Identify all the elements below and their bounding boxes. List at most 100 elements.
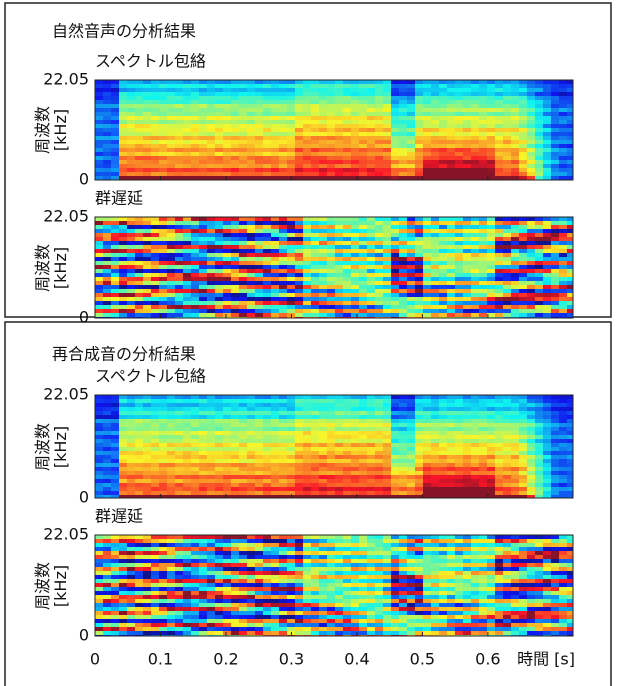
texture-cell [103, 96, 111, 100]
texture-cell [455, 136, 463, 140]
texture-cell [543, 152, 551, 156]
texture-cell [503, 84, 511, 88]
texture-cell [175, 547, 183, 551]
texture-cell [239, 475, 247, 479]
texture-cell [167, 551, 175, 555]
texture-cell [423, 140, 431, 144]
texture-cell [503, 104, 511, 108]
texture-cell [439, 152, 447, 156]
texture-cell [359, 403, 367, 407]
texture-cell [567, 257, 573, 261]
texture-cell [471, 168, 479, 172]
texture-cell [407, 455, 415, 459]
texture-cell [239, 487, 247, 491]
texture-cell [367, 124, 375, 128]
texture-cell [527, 459, 535, 463]
texture-cell [375, 459, 383, 463]
texture-cell [183, 96, 191, 100]
texture-cell [135, 483, 143, 487]
texture-cell [399, 156, 407, 160]
texture-cell [191, 301, 199, 305]
texture-cell [279, 176, 287, 180]
texture-cell [239, 483, 247, 487]
texture-cell [479, 463, 487, 467]
texture-cell [335, 423, 343, 427]
texture-cell [167, 297, 175, 301]
texture-cell [327, 217, 335, 221]
texture-cell [231, 487, 239, 491]
texture-cell [191, 555, 199, 559]
texture-cell [167, 100, 175, 104]
texture-cell [559, 395, 567, 399]
texture-cell [231, 96, 239, 100]
texture-cell [159, 495, 167, 498]
texture-cell [479, 309, 487, 313]
texture-cell [447, 261, 455, 265]
texture-cell [511, 233, 519, 237]
texture-cell [335, 483, 343, 487]
texture-cell [375, 100, 383, 104]
texture-cell [463, 152, 471, 156]
texture-cell [303, 547, 311, 551]
texture-cell [511, 447, 519, 451]
texture-cell [295, 176, 303, 180]
texture-cell [415, 237, 423, 241]
texture-cell [103, 313, 111, 317]
texture-cell [471, 136, 479, 140]
texture-cell [223, 160, 231, 164]
texture-cell [263, 84, 271, 88]
texture-cell [103, 443, 111, 447]
texture-cell [415, 483, 423, 487]
texture-cell [535, 148, 543, 152]
texture-cell [423, 160, 431, 164]
texture-cell [295, 535, 303, 539]
texture-cell [135, 301, 143, 305]
texture-cell [135, 128, 143, 132]
texture-cell [263, 495, 271, 498]
texture-cell [207, 443, 215, 447]
texture-cell [279, 116, 287, 120]
texture-cell [399, 301, 407, 305]
texture-cell [175, 455, 183, 459]
texture-cell [375, 419, 383, 423]
texture-cell [487, 419, 495, 423]
texture-cell [375, 217, 383, 221]
texture-cell [191, 164, 199, 168]
texture-cell [303, 443, 311, 447]
texture-cell [167, 241, 175, 245]
texture-cell [527, 301, 535, 305]
texture-cell [463, 221, 471, 225]
texture-cell [431, 108, 439, 112]
texture-cell [207, 160, 215, 164]
texture-cell [103, 479, 111, 483]
texture-cell [391, 160, 399, 164]
texture-cell [375, 293, 383, 297]
texture-cell [343, 419, 351, 423]
texture-cell [519, 423, 527, 427]
texture-cell [535, 427, 543, 431]
texture-cell [383, 491, 391, 495]
texture-cell [271, 237, 279, 241]
texture-cell [335, 176, 343, 180]
texture-cell [183, 467, 191, 471]
texture-cell [183, 543, 191, 547]
texture-cell [527, 471, 535, 475]
texture-cell [215, 88, 223, 92]
texture-cell [423, 431, 431, 435]
texture-cell [103, 423, 111, 427]
y-tick-label: 22.05 [43, 70, 89, 89]
texture-cell [503, 249, 511, 253]
texture-cell [183, 411, 191, 415]
texture-cell [271, 221, 279, 225]
texture-cell [375, 124, 383, 128]
texture-cell [255, 116, 263, 120]
texture-cell [111, 261, 119, 265]
texture-cell [303, 407, 311, 411]
texture-cell [551, 285, 559, 289]
texture-cell [359, 281, 367, 285]
texture-cell [231, 293, 239, 297]
texture-cell [231, 419, 239, 423]
texture-cell [439, 415, 447, 419]
texture-cell [447, 176, 455, 180]
texture-cell [119, 217, 127, 221]
